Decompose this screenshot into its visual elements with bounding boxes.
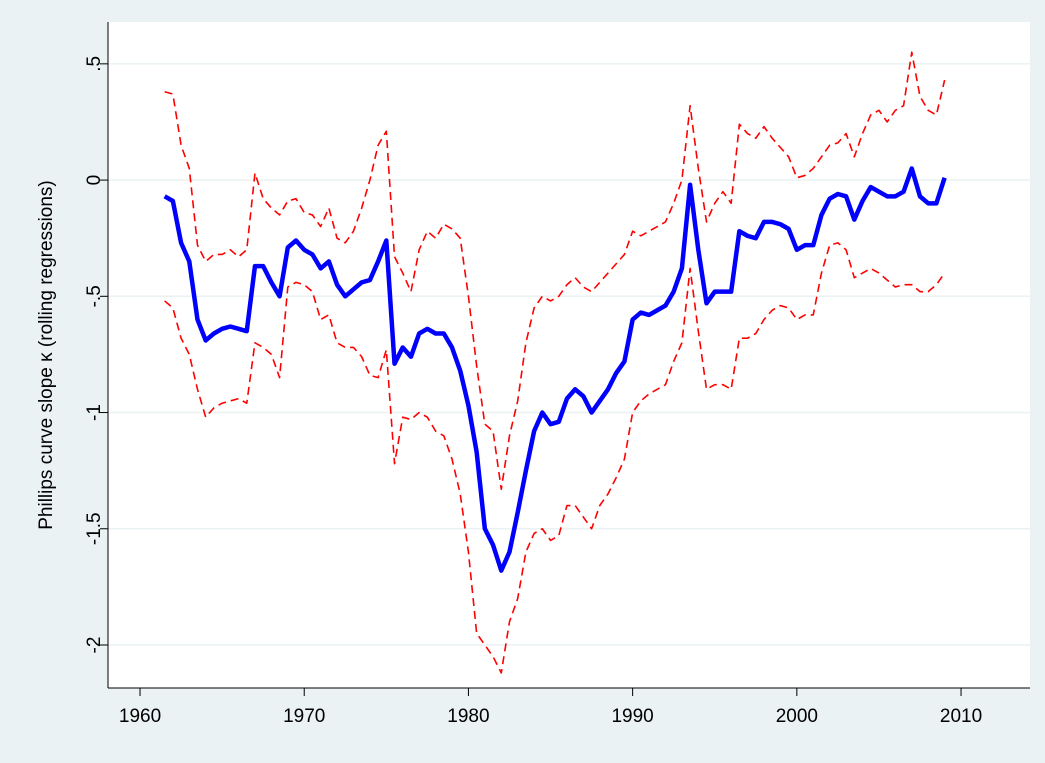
estimate-line	[163, 166, 947, 573]
x-tick-label: 2000	[776, 706, 818, 727]
y-tick-label: -.5	[84, 285, 105, 307]
band-line	[164, 51, 946, 491]
band-line	[164, 242, 946, 674]
y-tick-label: 0	[84, 175, 105, 186]
x-tick-label: 1970	[283, 706, 325, 727]
axes: -2 -1.5 -1 -.5 0 .5 1960 1970 1980 1990 2000 2010	[84, 22, 1030, 727]
y-axis-title: Phillips curve slope κ (rolling regressi…	[36, 180, 57, 530]
x-tick-label: 1980	[447, 706, 489, 727]
y-tick-label: -2	[84, 637, 105, 654]
grid	[108, 63, 1030, 646]
y-tick-label: -1.5	[84, 512, 105, 545]
x-tick-label: 1960	[119, 706, 161, 727]
x-tick-label: 1990	[611, 706, 653, 727]
series-group	[163, 51, 947, 674]
y-tick-label: .5	[84, 56, 105, 72]
x-tick-label: 2010	[940, 706, 982, 727]
y-tick-label: -1	[84, 404, 105, 421]
plot-area	[108, 22, 1030, 688]
